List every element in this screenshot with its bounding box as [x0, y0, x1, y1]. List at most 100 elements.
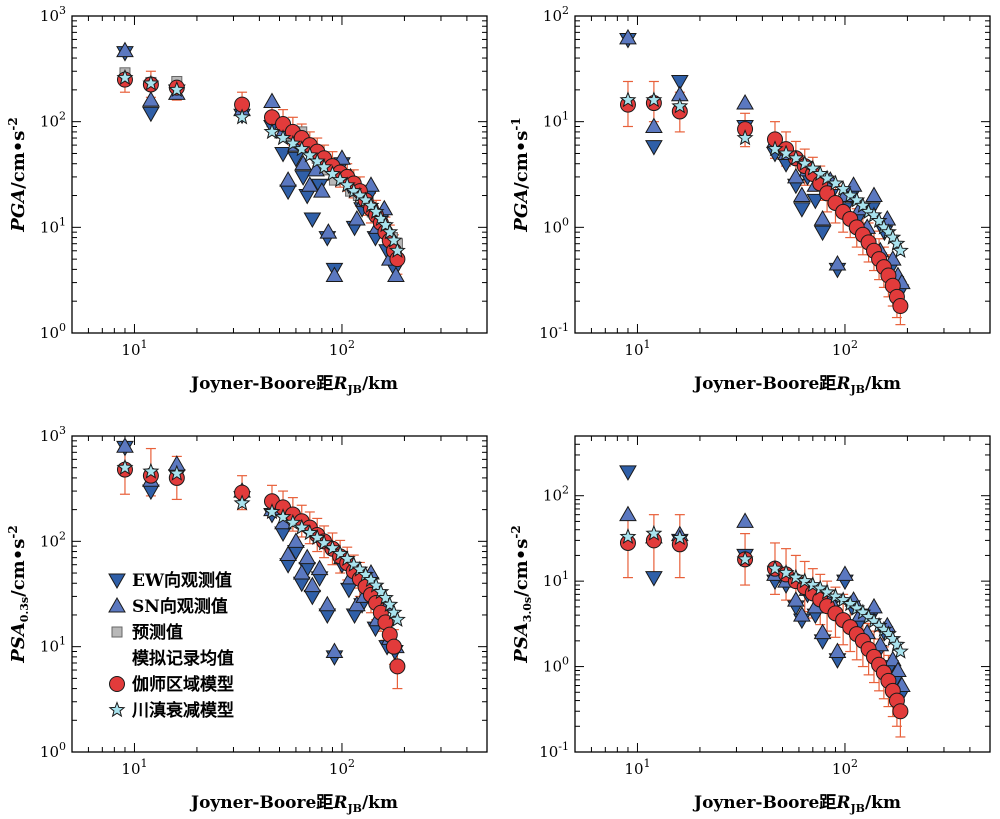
point-tri-up	[348, 595, 366, 612]
point-star	[385, 603, 403, 620]
point-star	[645, 524, 663, 541]
data-layer	[116, 437, 406, 690]
point-star	[818, 583, 836, 600]
point-star	[263, 503, 281, 520]
legend-symbol-circle	[109, 676, 125, 692]
y-axis-ticks	[72, 15, 487, 334]
point-tri-down	[670, 74, 689, 91]
point-tri-down	[806, 193, 825, 210]
x-axis-ticks	[71, 436, 488, 752]
point-star	[645, 91, 663, 108]
point-star	[116, 458, 134, 475]
point-star	[367, 576, 385, 593]
x-axis-ticks	[574, 436, 991, 752]
point-star	[142, 462, 160, 479]
error-bars	[119, 70, 403, 275]
x-tick-label: 101	[624, 338, 650, 359]
y-tick-label: 102	[40, 110, 66, 131]
legend-symbol-tri-down	[108, 573, 126, 590]
point-star	[834, 180, 852, 197]
x-axis-ticks	[71, 16, 488, 333]
point-star	[388, 610, 406, 627]
point-star	[263, 123, 281, 140]
point-star	[736, 550, 754, 567]
point-star	[619, 91, 637, 108]
point-tri-up	[263, 92, 281, 109]
x-tick-label: 101	[624, 757, 650, 778]
point-tri-up	[142, 91, 160, 107]
y-tick-label: 100	[543, 655, 569, 676]
point-star	[381, 595, 399, 612]
legend-label: 伽师区域模型	[132, 674, 234, 695]
point-star	[787, 149, 805, 166]
series-star	[619, 91, 909, 258]
point-star	[293, 140, 311, 157]
panel-psa-0-3s: 101 102 100 101 102 103 Joyner-Boore距RJB/km PSA…	[6, 424, 488, 815]
point-tri-down	[274, 146, 292, 163]
point-star	[736, 129, 754, 146]
x-tick-label: 102	[329, 338, 355, 359]
point-tri-up	[116, 437, 134, 453]
x-axis-label: Joyner-Boore距RJB/km	[692, 374, 901, 396]
point-star	[233, 494, 251, 511]
data-layer	[116, 41, 406, 283]
point-star	[841, 595, 859, 612]
point-tri-up	[828, 642, 847, 659]
point-star	[116, 68, 134, 86]
point-tri-down	[303, 212, 322, 228]
legend-item: 模拟记录均值	[132, 648, 234, 669]
point-star	[787, 568, 805, 585]
y-tick-label: 101	[40, 635, 66, 656]
x-axis-label: Joyner-Boore距RJB/km	[692, 793, 901, 815]
point-star	[284, 513, 302, 530]
point-tri-down	[813, 225, 832, 242]
y-axis-label: PGA/cm•s-1	[509, 117, 532, 232]
x-tick-label: 101	[121, 757, 147, 778]
point-star	[777, 563, 795, 581]
point-tri-down	[303, 589, 322, 606]
point-tri-up	[318, 595, 337, 612]
point-tri-down	[142, 106, 160, 123]
x-tick-label: 102	[832, 338, 858, 359]
point-star	[362, 196, 380, 213]
point-star	[766, 559, 784, 576]
point-star	[376, 216, 394, 233]
point-tri-down	[619, 465, 637, 481]
point-tri-up	[287, 532, 305, 548]
point-star	[274, 129, 292, 146]
point-tri-up	[787, 591, 805, 607]
point-tri-up	[736, 512, 754, 528]
y-tick-label: 10-1	[539, 321, 569, 342]
data-layer	[619, 28, 911, 326]
data-layer	[619, 465, 911, 738]
panel-pga: 101 102 100 101 102 103 Joyner-Boore距RJB/km PGA…	[6, 4, 488, 396]
point-tri-up	[828, 254, 847, 271]
panel-pgv: 101 102 10-1 100 101 102 Joyner-Boore距RJB/km PG…	[509, 4, 991, 396]
point-star	[367, 202, 385, 220]
point-star	[274, 508, 292, 525]
series-tri-down	[619, 32, 910, 300]
legend-label: 川滇衰减模型	[131, 700, 234, 721]
point-tri-down	[793, 202, 811, 218]
panel-psa-3-0s: 101 102 10-1 100 101 102 Joyner-Boore距RJB/km PS…	[509, 435, 991, 815]
y-tick-label: 100	[40, 321, 66, 342]
point-tri-down	[279, 184, 297, 201]
legend-label: EW向观测值	[132, 570, 232, 591]
point-tri-up	[279, 171, 297, 187]
y-tick-label: 103	[40, 4, 66, 25]
point-star	[385, 231, 403, 248]
y-tick-label: 100	[543, 215, 569, 236]
x-axis-ticks	[574, 16, 991, 333]
point-star	[142, 74, 160, 91]
point-star	[777, 144, 795, 161]
series-star	[116, 458, 406, 627]
x-axis-label: Joyner-Boore距RJB/km	[189, 374, 398, 396]
point-circle	[892, 298, 909, 315]
y-tick-label: 102	[543, 4, 569, 25]
point-tri-up	[312, 182, 331, 198]
point-circle	[892, 703, 909, 720]
y-axis-label: PSA0.3s/cm•s-2	[6, 525, 31, 663]
point-tri-up	[279, 545, 297, 561]
legend-label: SN向观测值	[132, 596, 228, 617]
legend-item: 伽师区域模型	[109, 674, 234, 695]
